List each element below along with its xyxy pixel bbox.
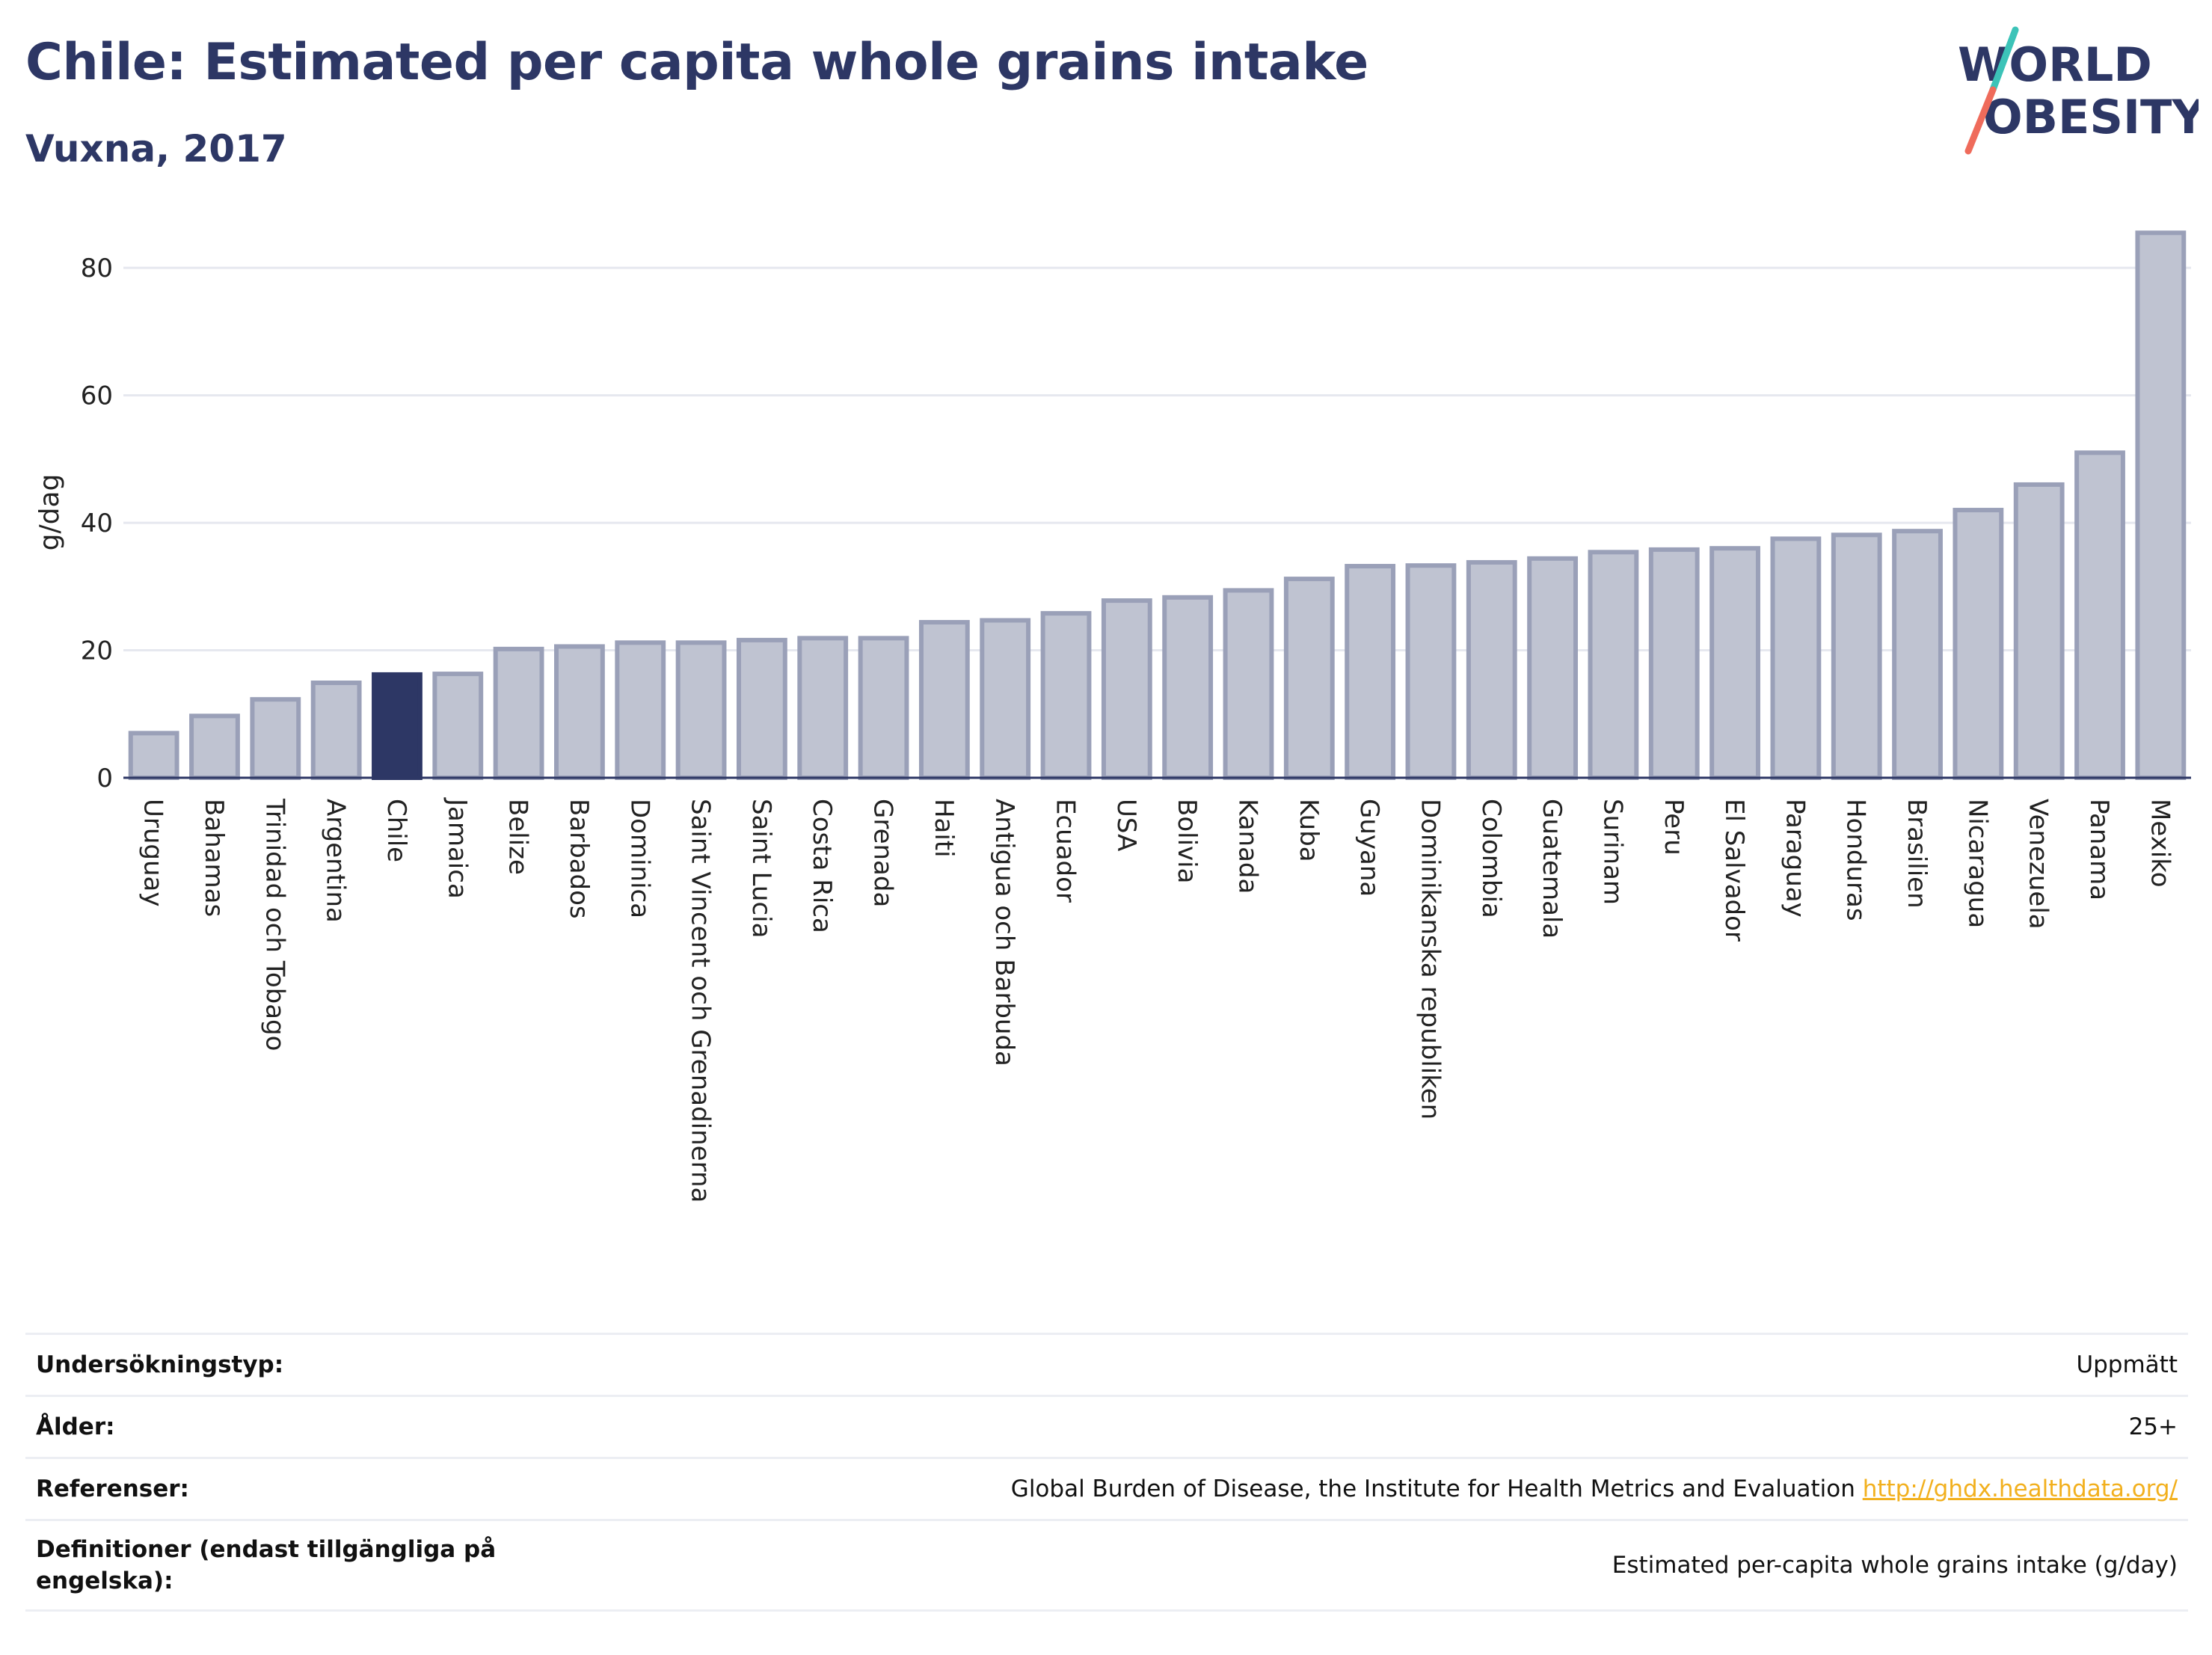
metadata-table: Undersökningstyp: Uppmätt Ålder: 25+ Ref… bbox=[25, 1333, 2188, 1612]
x-category-label: Honduras bbox=[1841, 799, 1871, 921]
bar bbox=[615, 640, 666, 780]
bar bbox=[2013, 482, 2065, 780]
x-category-label: Barbados bbox=[564, 799, 594, 919]
meta-row-refs: Referenser: Global Burden of Disease, th… bbox=[25, 1458, 2188, 1520]
page-subtitle: Vuxna, 2017 bbox=[25, 127, 287, 171]
x-category-label: Costa Rica bbox=[807, 799, 837, 933]
meta-refs-cell: Global Burden of Disease, the Institute … bbox=[525, 1458, 2188, 1520]
bar bbox=[797, 636, 849, 781]
x-category-label: Bahamas bbox=[199, 799, 229, 917]
y-axis-label: g/dag bbox=[34, 474, 65, 551]
logo-slash-teal bbox=[1989, 26, 2019, 93]
x-category-label: Dominikanska republiken bbox=[1415, 799, 1445, 1120]
bar bbox=[980, 618, 1031, 781]
bar bbox=[554, 644, 605, 780]
x-category-label: Panama bbox=[2084, 799, 2114, 900]
meta-defs-label: Definitioner (endast tillgängliga på eng… bbox=[36, 1536, 497, 1594]
meta-defs-value: Estimated per-capita whole grains intake… bbox=[1612, 1552, 2178, 1579]
bar bbox=[189, 713, 240, 780]
meta-row-defs: Definitioner (endast tillgängliga på eng… bbox=[25, 1520, 2188, 1611]
x-category-label: Grenada bbox=[868, 799, 898, 907]
bar bbox=[675, 640, 727, 780]
x-category-label: Brasilien bbox=[1902, 799, 1932, 909]
x-category-label: Kuba bbox=[1294, 799, 1324, 862]
page-title: Chile: Estimated per capita whole grains… bbox=[25, 33, 1368, 92]
bar bbox=[432, 672, 484, 780]
meta-age-value: 25+ bbox=[2128, 1413, 2178, 1440]
bar bbox=[2074, 450, 2125, 780]
logo-slash-red bbox=[1964, 86, 1997, 155]
bar bbox=[1466, 559, 1517, 780]
y-tick-label: 80 bbox=[81, 254, 113, 283]
meta-row-survey: Undersökningstyp: Uppmätt bbox=[25, 1333, 2188, 1396]
logo-line1: WORLD bbox=[1958, 37, 2152, 92]
bar bbox=[2135, 230, 2187, 780]
bar bbox=[858, 636, 909, 781]
x-category-label: El Salvador bbox=[1719, 799, 1749, 942]
bar bbox=[1162, 595, 1214, 780]
bar bbox=[1588, 550, 1639, 781]
meta-survey-label: Undersökningstyp: bbox=[36, 1351, 284, 1378]
bar bbox=[372, 672, 423, 780]
x-category-label: Surinam bbox=[1597, 799, 1627, 905]
x-category-label: Ecuador bbox=[1051, 799, 1081, 903]
x-category-label: Bolivia bbox=[1172, 799, 1202, 883]
bar bbox=[1040, 611, 1092, 781]
meta-refs-label: Referenser: bbox=[36, 1476, 189, 1502]
bar bbox=[1101, 598, 1152, 780]
bar bbox=[918, 620, 970, 781]
x-category-label: Nicaragua bbox=[1962, 799, 1992, 928]
x-category-label: Belize bbox=[503, 799, 533, 875]
meta-survey-value: Uppmätt bbox=[2076, 1351, 2178, 1378]
bar bbox=[1648, 547, 1700, 780]
x-category-label: Uruguay bbox=[138, 799, 168, 907]
x-category-label: Chile bbox=[381, 799, 411, 862]
bar bbox=[1953, 508, 2004, 781]
y-tick-label: 40 bbox=[81, 509, 113, 538]
y-tick-label: 60 bbox=[81, 381, 113, 411]
y-tick-label: 0 bbox=[96, 764, 113, 793]
bar-chart: 0 20 40 60 80 g/dag Uruguay Bahamas Trinidad och… bbox=[34, 230, 2191, 1203]
meta-refs-link[interactable]: http://ghdx.healthdata.org/ bbox=[1862, 1476, 2178, 1502]
y-tick-label: 20 bbox=[81, 636, 113, 666]
x-category-label: Argentina bbox=[321, 799, 351, 923]
bar bbox=[128, 731, 179, 780]
x-category-label: Jamaica bbox=[442, 797, 472, 899]
bar bbox=[1283, 577, 1335, 780]
x-category-label: Kanada bbox=[1232, 799, 1262, 894]
x-category-label: Paraguay bbox=[1780, 799, 1810, 918]
x-category-label: Venezuela bbox=[2024, 799, 2053, 930]
x-category-label: Guatemala bbox=[1537, 799, 1567, 939]
logo-line2: OBESITY bbox=[1983, 90, 2199, 144]
bar bbox=[736, 637, 787, 781]
bar bbox=[1831, 532, 1882, 781]
x-category-label: Peru bbox=[1659, 799, 1689, 856]
x-category-label: USA bbox=[1111, 799, 1141, 851]
bar bbox=[1709, 546, 1760, 780]
x-category-label: Saint Vincent och Grenadinerna bbox=[686, 799, 716, 1203]
meta-row-age: Ålder: 25+ bbox=[25, 1395, 2188, 1458]
bar bbox=[1345, 564, 1396, 781]
bar bbox=[1770, 536, 1822, 780]
x-category-label: Dominica bbox=[624, 799, 654, 918]
bar bbox=[250, 697, 301, 781]
bar bbox=[1223, 588, 1274, 780]
x-category-label: Saint Lucia bbox=[746, 799, 776, 938]
x-category-label: Colombia bbox=[1476, 799, 1506, 918]
bar bbox=[1527, 556, 1579, 780]
bar bbox=[310, 681, 362, 780]
x-category-label: Guyana bbox=[1354, 799, 1384, 897]
meta-age-label: Ålder: bbox=[36, 1413, 115, 1440]
x-category-label: Trinidad och Tobago bbox=[259, 798, 289, 1051]
bar bbox=[493, 646, 544, 780]
x-category-label: Mexiko bbox=[2145, 799, 2175, 888]
meta-refs-value: Global Burden of Disease, the Institute … bbox=[1010, 1476, 1855, 1502]
world-obesity-logo[interactable]: WORLD OBESITY bbox=[1944, 22, 2199, 157]
x-category-label: Haiti bbox=[929, 799, 959, 858]
x-category-label: Antigua och Barbuda bbox=[989, 799, 1019, 1066]
bar bbox=[1892, 529, 1943, 781]
bar bbox=[1405, 563, 1457, 780]
